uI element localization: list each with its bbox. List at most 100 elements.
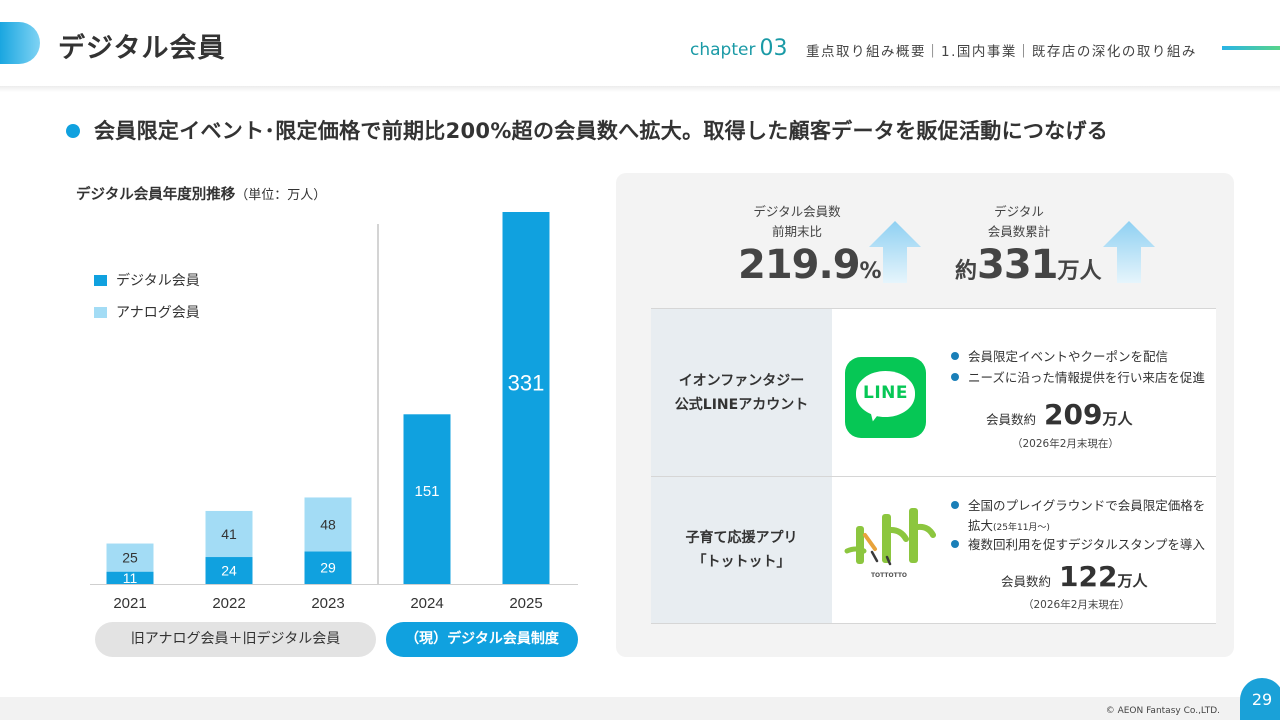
bar-digital-2025 — [502, 212, 550, 584]
data-label-digital-2025: 331 — [508, 371, 545, 396]
data-label-analog-2022: 41 — [221, 526, 237, 542]
data-label-digital-2022: 24 — [221, 563, 237, 579]
stat-right-label: デジタル 会員数累計 — [974, 202, 1064, 242]
data-label-digital-2023: 29 — [320, 560, 336, 576]
legend-swatch-digital — [94, 275, 107, 286]
row-header-tottotto: 子育て応援アプリ 「トットット」 — [651, 477, 832, 623]
table-row-divider — [651, 476, 1216, 477]
line-count-value: 209 — [1044, 398, 1103, 431]
stat-right-prefix: 約 — [955, 259, 978, 284]
chart-title-text: デジタル会員年度別推移 — [76, 187, 236, 203]
tottotto-bullet-2-text: 複数回利用を促すデジタルスタンプを導入 — [968, 537, 1205, 552]
data-label-analog-2021: 25 — [122, 550, 138, 566]
legend-item-digital: デジタル会員 — [94, 270, 200, 290]
legend-swatch-analog — [94, 307, 107, 318]
data-label-analog-2023: 48 — [320, 516, 336, 532]
legend-item-analog: アナログ会員 — [94, 302, 200, 322]
chapter-word: chapter — [690, 40, 756, 60]
bar-digital-2023 — [304, 551, 352, 584]
tottotto-logo: TOTTOTTO — [844, 508, 936, 579]
bar-digital-2021 — [106, 571, 154, 584]
x-tick-label-2021: 2021 — [113, 595, 146, 612]
page-title: デジタル会員 — [58, 33, 226, 64]
stat-right-unit: 万人 — [1057, 259, 1102, 284]
footer-bar — [0, 697, 1280, 720]
header-gradient-line — [1222, 46, 1280, 50]
x-tick-label-2023: 2023 — [311, 595, 344, 612]
tottotto-logo-text: TOTTOTTO — [871, 572, 907, 579]
chart-title: デジタル会員年度別推移（単位：万人） — [76, 183, 326, 204]
stat-right-value: 約331万人 — [955, 242, 1102, 288]
stat-right-label-1: デジタル — [994, 204, 1044, 219]
stat-left-number: 219.9 — [738, 242, 861, 288]
stat-right-number: 331 — [977, 242, 1058, 288]
bar-analog-2021 — [106, 543, 154, 572]
bullet-dot — [951, 501, 959, 509]
row-tottotto-name-1: 子育て応援アプリ — [685, 530, 798, 546]
tottotto-count-value: 122 — [1059, 560, 1118, 593]
copyright: © AEON Fantasy Co.,LTD. — [1105, 706, 1220, 716]
legend-label-analog: アナログ会員 — [116, 305, 200, 321]
line-bullet-1: 会員限定イベントやクーポンを配信 — [951, 347, 1168, 366]
header-bar — [0, 0, 1280, 86]
page-number: 29 — [1240, 678, 1280, 720]
tottotto-member-count: 会員数約 122万人 — [1001, 560, 1147, 593]
x-tick-label-2025: 2025 — [509, 595, 542, 612]
line-logo-text: LINE — [863, 383, 908, 403]
bullet-dot — [951, 373, 959, 381]
tottotto-bullet-1-text: 全国のプレイグラウンドで会員限定価格を — [968, 498, 1206, 513]
row-line-name-2: 公式LINEアカウント — [674, 396, 809, 413]
tottotto-as-of: （2026年2月末現在） — [1023, 599, 1130, 611]
bar-chart: 11 25 2021 24 41 2022 29 48 2023 151 2024 331 2025 — [90, 212, 578, 612]
up-arrow-icon — [869, 221, 921, 283]
bar-digital-2024 — [403, 414, 451, 584]
x-tick-label-2024: 2024 — [410, 595, 443, 612]
tottotto-bullet-1-cont: 拡大(25年11月～) — [968, 516, 1050, 538]
chart-unit: （単位：万人） — [235, 188, 327, 203]
line-count-label: 会員数約 — [986, 412, 1037, 427]
stat-left-label: デジタル会員数 前期末比 — [752, 202, 842, 242]
bullet-dot — [951, 540, 959, 548]
header-accent — [0, 22, 40, 64]
bar-analog-2023 — [304, 497, 352, 552]
period-label-new: （現）デジタル会員制度 — [386, 622, 578, 657]
line-as-of: （2026年2月末現在） — [1012, 438, 1119, 450]
bar-analog-2022 — [205, 510, 253, 558]
line-bullet-1-text: 会員限定イベントやクーポンを配信 — [968, 349, 1169, 364]
row-tottotto-name-2: 「トットット」 — [692, 554, 791, 570]
tottotto-bullet-1-cont-text: 拡大 — [968, 518, 994, 533]
line-logo: LINE — [845, 357, 926, 438]
bullet-dot — [951, 352, 959, 360]
x-tick-label-2022: 2022 — [212, 595, 245, 612]
tottotto-count-label: 会員数約 — [1001, 574, 1052, 589]
up-arrow-icon — [1103, 221, 1155, 283]
line-logo-tail — [865, 407, 881, 423]
bar-digital-2022 — [205, 557, 253, 584]
stat-left-unit: % — [859, 259, 882, 284]
data-label-digital-2021: 11 — [123, 570, 138, 586]
stat-left-label-2: 前期末比 — [771, 224, 822, 239]
stat-right-label-2: 会員数累計 — [987, 224, 1051, 239]
line-bullet-2-text: ニーズに沿った情報提供を行い来店を促進 — [968, 370, 1205, 385]
row-line-name-1: イオンファンタジー — [678, 372, 805, 389]
tottotto-count-unit: 万人 — [1117, 572, 1148, 590]
line-bullet-2: ニーズに沿った情報提供を行い来店を促進 — [951, 368, 1205, 387]
headline-bullet — [66, 124, 80, 138]
headline: 会員限定イベント･限定価格で前期比200%超の会員数へ拡大。取得した顧客データを… — [94, 119, 1109, 143]
period-label-old: 旧アナログ会員＋旧デジタル会員 — [95, 622, 376, 657]
stat-left-value: 219.9% — [738, 242, 882, 288]
tottotto-bullet-2: 複数回利用を促すデジタルスタンプを導入 — [951, 535, 1205, 554]
header-shadow — [0, 86, 1280, 92]
chapter-label: chapter 03 — [690, 36, 787, 61]
tottotto-bullet-1-date: (25年11月～) — [993, 523, 1050, 533]
chapter-number: 03 — [759, 36, 788, 61]
line-logo-bubble — [856, 371, 915, 417]
row-header-line: イオンファンタジー 公式LINEアカウント — [651, 309, 832, 476]
line-member-count: 会員数約 209万人 — [986, 398, 1132, 431]
stat-left-label-1: デジタル会員数 — [753, 204, 841, 219]
legend-label-digital: デジタル会員 — [116, 273, 200, 289]
line-count-unit: 万人 — [1102, 410, 1133, 428]
tottotto-bullet-1: 全国のプレイグラウンドで会員限定価格を — [951, 496, 1205, 515]
breadcrumb: 重点取り組み概要｜1.国内事業｜既存店の深化の取り組み — [806, 44, 1197, 60]
data-label-digital-2024: 151 — [414, 483, 439, 500]
